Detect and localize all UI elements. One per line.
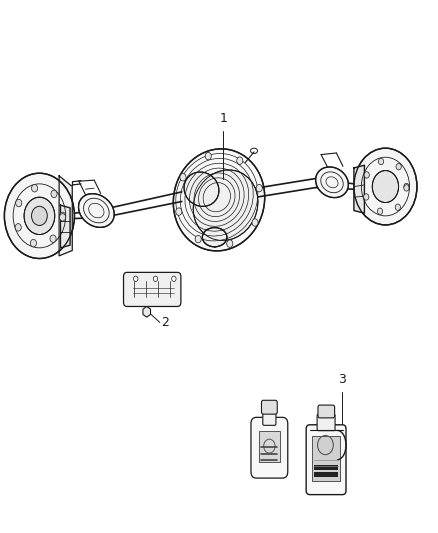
FancyBboxPatch shape: [261, 400, 277, 414]
Ellipse shape: [32, 206, 47, 225]
Circle shape: [396, 164, 401, 170]
FancyBboxPatch shape: [306, 425, 346, 495]
Circle shape: [395, 204, 400, 211]
Circle shape: [227, 240, 233, 247]
Circle shape: [176, 208, 182, 215]
FancyBboxPatch shape: [314, 465, 338, 470]
Circle shape: [195, 236, 201, 243]
Circle shape: [404, 183, 409, 190]
Ellipse shape: [316, 167, 348, 198]
Ellipse shape: [78, 193, 114, 228]
Circle shape: [15, 224, 21, 231]
FancyBboxPatch shape: [318, 405, 335, 418]
Circle shape: [256, 184, 262, 192]
Circle shape: [404, 185, 409, 191]
Circle shape: [180, 174, 186, 181]
Circle shape: [51, 190, 57, 198]
Circle shape: [364, 172, 369, 178]
FancyBboxPatch shape: [251, 417, 288, 478]
FancyBboxPatch shape: [317, 414, 335, 431]
Circle shape: [364, 194, 369, 200]
FancyBboxPatch shape: [314, 472, 338, 477]
Text: 3: 3: [338, 374, 346, 386]
Ellipse shape: [202, 228, 227, 247]
Ellipse shape: [193, 170, 258, 240]
Circle shape: [16, 199, 22, 207]
Polygon shape: [59, 176, 72, 256]
Circle shape: [153, 276, 158, 281]
Circle shape: [237, 157, 243, 164]
Circle shape: [378, 208, 383, 214]
Ellipse shape: [354, 148, 417, 225]
Ellipse shape: [184, 172, 219, 206]
Ellipse shape: [372, 171, 399, 203]
Ellipse shape: [4, 173, 74, 259]
FancyBboxPatch shape: [263, 410, 276, 425]
Circle shape: [378, 158, 384, 165]
Ellipse shape: [24, 197, 55, 235]
Polygon shape: [354, 165, 364, 213]
Polygon shape: [60, 205, 70, 248]
Circle shape: [60, 214, 66, 221]
Circle shape: [134, 276, 138, 281]
Ellipse shape: [173, 149, 265, 251]
FancyBboxPatch shape: [312, 436, 340, 481]
Circle shape: [60, 212, 66, 220]
FancyBboxPatch shape: [124, 272, 181, 306]
Circle shape: [32, 184, 38, 192]
Text: 1: 1: [219, 112, 227, 125]
Circle shape: [172, 276, 176, 281]
Circle shape: [50, 235, 56, 243]
FancyBboxPatch shape: [259, 431, 280, 462]
Circle shape: [252, 219, 258, 226]
Circle shape: [205, 152, 211, 160]
Circle shape: [30, 239, 36, 247]
Text: 2: 2: [161, 316, 169, 329]
